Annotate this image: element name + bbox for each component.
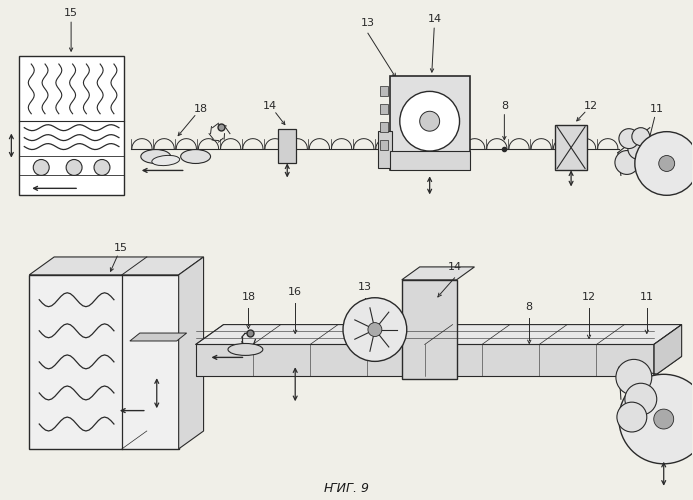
Circle shape: [616, 360, 652, 395]
Circle shape: [628, 138, 650, 160]
Text: 8: 8: [526, 302, 533, 312]
Text: 18: 18: [193, 104, 208, 114]
Polygon shape: [195, 356, 682, 376]
Text: 13: 13: [361, 18, 375, 28]
Polygon shape: [195, 344, 653, 376]
Text: 14: 14: [263, 101, 277, 111]
Text: 12: 12: [582, 292, 596, 302]
Bar: [380, 140, 388, 149]
Text: 12: 12: [584, 101, 598, 111]
Text: 11: 11: [650, 104, 664, 114]
Circle shape: [619, 374, 693, 464]
Text: 14: 14: [448, 262, 462, 272]
Bar: [279, 128, 296, 164]
Text: 13: 13: [358, 282, 372, 292]
Bar: [378, 130, 392, 168]
Polygon shape: [179, 257, 204, 449]
Bar: [380, 86, 388, 96]
Bar: [402, 280, 457, 380]
Polygon shape: [29, 257, 204, 275]
Ellipse shape: [181, 150, 211, 164]
Text: 15: 15: [114, 243, 128, 253]
Polygon shape: [130, 333, 186, 341]
Circle shape: [619, 128, 639, 148]
Bar: [390, 76, 469, 170]
Circle shape: [66, 160, 82, 176]
Polygon shape: [195, 324, 682, 344]
Text: 11: 11: [640, 292, 653, 302]
Text: 16: 16: [288, 287, 302, 296]
Polygon shape: [29, 275, 179, 449]
Ellipse shape: [152, 156, 179, 166]
Circle shape: [33, 160, 49, 176]
Circle shape: [632, 128, 650, 146]
Text: ҤИГ. 9: ҤИГ. 9: [324, 482, 369, 495]
Polygon shape: [653, 324, 682, 376]
Circle shape: [625, 384, 657, 415]
Circle shape: [94, 160, 110, 176]
Circle shape: [615, 150, 639, 174]
Bar: [380, 122, 388, 132]
Ellipse shape: [228, 344, 263, 355]
Bar: [19, 56, 124, 196]
Circle shape: [635, 132, 693, 196]
Text: 8: 8: [501, 101, 508, 111]
Text: 18: 18: [241, 292, 256, 302]
Polygon shape: [402, 267, 475, 280]
Ellipse shape: [141, 150, 170, 164]
Bar: [555, 124, 587, 170]
Bar: [390, 150, 469, 171]
Circle shape: [343, 298, 407, 362]
Circle shape: [368, 322, 382, 336]
Bar: [380, 104, 388, 114]
Text: 14: 14: [428, 14, 441, 24]
Circle shape: [659, 156, 675, 172]
Text: 15: 15: [64, 8, 78, 18]
Circle shape: [400, 92, 459, 151]
Circle shape: [653, 409, 674, 429]
Circle shape: [617, 402, 647, 432]
Circle shape: [420, 112, 439, 131]
